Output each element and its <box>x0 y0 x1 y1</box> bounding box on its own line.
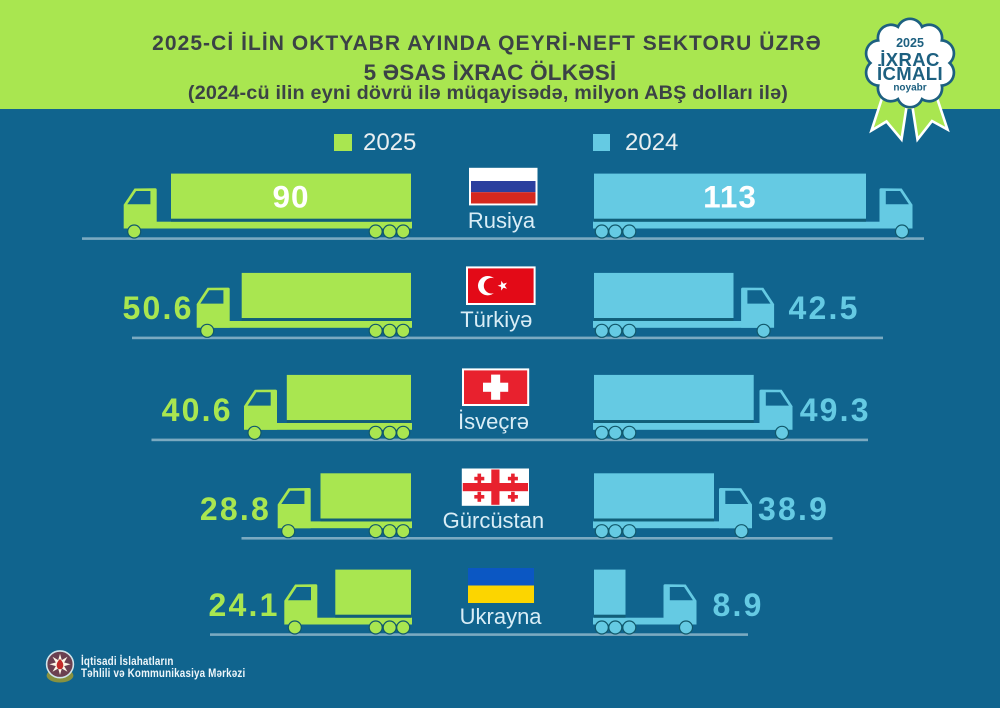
svg-text:2025: 2025 <box>896 36 924 50</box>
svg-text:İCMALI: İCMALI <box>877 63 943 84</box>
svg-text:noyabr: noyabr <box>893 83 926 94</box>
svg-text:90: 90 <box>272 178 309 214</box>
svg-text:İXRAC: İXRAC <box>880 49 940 70</box>
svg-text:113: 113 <box>703 178 757 214</box>
